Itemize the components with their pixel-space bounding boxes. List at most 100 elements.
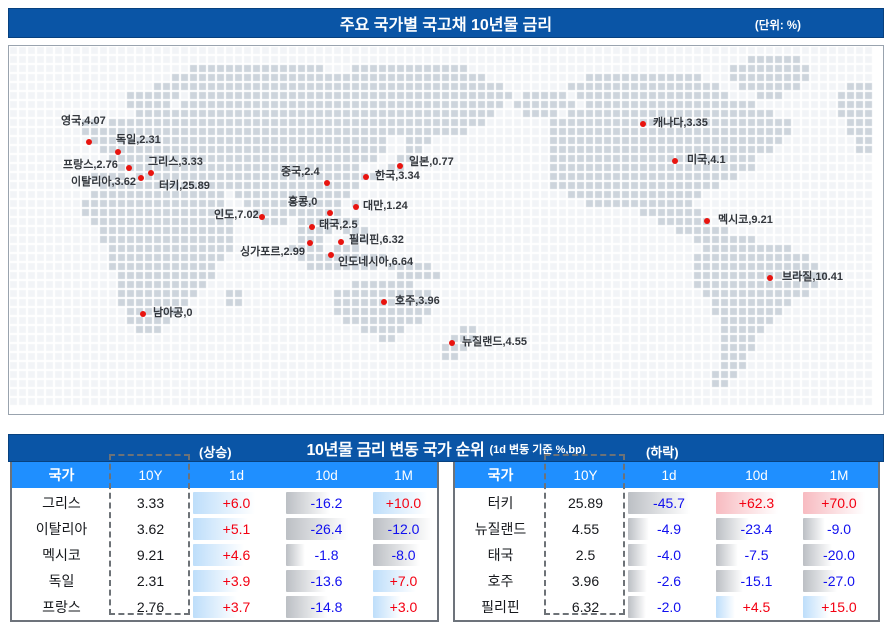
column-header-1d: 1d — [661, 467, 677, 483]
map-marker-dot — [767, 275, 773, 281]
map-marker-label: 필리핀,6.32 — [349, 234, 404, 246]
map-markers-layer: 영국,4.07 독일,2.31 프랑스,2.76 그리스,3.33 이탈리아,3.62 터… — [9, 46, 883, 414]
unit-label: (단위: %) — [754, 20, 801, 32]
map-marker-dot — [338, 239, 344, 245]
change-magnitude-bar — [803, 596, 829, 618]
change-1m-cell: +70.0 — [800, 490, 878, 516]
map-marker-label: 홍콩,0 — [288, 196, 318, 208]
change-magnitude-bar — [193, 492, 255, 514]
change-magnitude-bar — [373, 570, 416, 592]
rank-table-header-row — [455, 462, 878, 488]
map-marker-label: 인도,7.02 — [214, 209, 259, 221]
column-header-country: 국가 — [487, 467, 514, 483]
map-marker-label: 태국,2.5 — [319, 219, 358, 231]
column-header-10y: 10Y — [138, 467, 163, 483]
change-10d-cell: -16.2 — [283, 490, 370, 516]
map-marker-dot — [307, 240, 313, 246]
map-marker-dot — [449, 340, 455, 346]
change-magnitude-bar — [628, 518, 649, 540]
country-cell: 뉴질랜드 — [474, 521, 527, 537]
change-magnitude-bar — [628, 492, 690, 514]
world-map-panel: 영국,4.07 독일,2.31 프랑스,2.76 그리스,3.33 이탈리아,3.62 터… — [8, 45, 884, 415]
column-header-10d: 10d — [315, 467, 338, 483]
dotted-world-map — [9, 46, 883, 414]
rate-10y-cell: 3.62 — [136, 521, 165, 537]
map-marker-dot — [140, 311, 146, 317]
country-cell: 호주 — [487, 573, 514, 589]
map-marker-dot — [148, 170, 154, 176]
map-marker-label: 뉴질랜드,4.55 — [462, 336, 527, 348]
rank-table-subtitle: (1d 변동 기준 %,bp) — [489, 444, 586, 456]
change-1d-cell: +3.7 — [190, 594, 283, 620]
change-10d-cell: -23.4 — [713, 516, 800, 542]
map-marker-dot — [363, 174, 369, 180]
change-1d-cell: -45.7 — [625, 490, 713, 516]
map-marker-dot — [115, 149, 121, 155]
map-marker-dot — [640, 121, 646, 127]
change-magnitude-bar — [286, 596, 328, 618]
change-magnitude-bar — [286, 570, 326, 592]
map-marker-label: 캐나다,3.35 — [653, 117, 708, 129]
change-magnitude-bar — [286, 518, 348, 540]
map-marker-dot — [309, 224, 315, 230]
change-magnitude-bar — [716, 544, 738, 566]
change-1d-cell: -2.6 — [625, 568, 713, 594]
map-marker-label: 싱가포르,2.99 — [240, 246, 305, 258]
page-title: 주요 국가별 국고채 10년물 금리 — [339, 17, 553, 34]
column-header-10d: 10d — [745, 467, 768, 483]
map-marker-dot — [327, 210, 333, 216]
change-1d-cell: +4.6 — [190, 542, 283, 568]
change-1m-cell: -8.0 — [370, 542, 437, 568]
country-cell: 이탈리아 — [35, 521, 88, 537]
change-magnitude-bar — [373, 492, 428, 514]
rate-10y-cell: 2.31 — [136, 573, 165, 589]
rate-10y-cell: 6.32 — [571, 599, 600, 615]
map-marker-dot — [672, 158, 678, 164]
map-panel-title-bar: 주요 국가별 국고채 10년물 금리 (단위: %) — [8, 8, 884, 38]
change-magnitude-bar — [803, 544, 833, 566]
map-marker-dot — [259, 214, 265, 220]
falling-countries-table: 국가 10Y 1d 10d 1M 터키 25.89 -45.7 +62.3 +70.0 뉴질랜드 4.… — [453, 454, 880, 622]
falling-group-label: (하락) — [646, 445, 679, 460]
map-marker-label: 대만,1.24 — [363, 200, 408, 212]
change-magnitude-bar — [628, 570, 647, 592]
map-marker-label: 그리스,3.33 — [148, 156, 203, 168]
rate-10y-cell: 3.33 — [136, 495, 165, 511]
map-marker-label: 터키,25.89 — [159, 180, 210, 192]
change-1d-cell: -2.0 — [625, 594, 713, 620]
change-magnitude-bar — [373, 518, 432, 540]
country-cell: 필리핀 — [481, 599, 520, 615]
change-magnitude-bar — [193, 596, 238, 618]
change-magnitude-bar — [286, 544, 306, 566]
change-1m-cell: +7.0 — [370, 568, 437, 594]
change-magnitude-bar — [803, 492, 865, 514]
country-cell: 독일 — [48, 573, 75, 589]
change-1d-cell: +6.0 — [190, 490, 283, 516]
map-marker-dot — [328, 252, 334, 258]
change-magnitude-bar — [628, 544, 649, 566]
change-1m-cell: -20.0 — [800, 542, 878, 568]
change-10d-cell: -1.8 — [283, 542, 370, 568]
rate-10y-cell: 2.76 — [136, 599, 165, 615]
rising-countries-table: 국가 10Y 1d 10d 1M 그리스 3.33 +6.0 -16.2 +10.0 이탈리아 3.6… — [10, 454, 439, 622]
change-10d-cell: -13.6 — [283, 568, 370, 594]
change-1m-cell: +15.0 — [800, 594, 878, 620]
rank-table-title: 10년물 금리 변동 국가 순위 — [306, 442, 485, 459]
country-cell: 멕시코 — [42, 547, 81, 563]
change-1d-cell: +5.1 — [190, 516, 283, 542]
change-magnitude-bar — [193, 570, 239, 592]
map-marker-label: 중국,2.4 — [281, 166, 320, 178]
map-marker-dot — [324, 180, 330, 186]
map-marker-label: 독일,2.31 — [116, 134, 161, 146]
map-marker-dot — [397, 163, 403, 169]
change-magnitude-bar — [286, 492, 331, 514]
rank-table-section: (상승) 10년물 금리 변동 국가 순위 (1d 변동 기준 %,bp) (하… — [8, 432, 884, 624]
change-magnitude-bar — [373, 544, 420, 566]
map-marker-label: 영국,4.07 — [61, 115, 106, 127]
change-1d-cell: +3.9 — [190, 568, 283, 594]
change-1m-cell: +10.0 — [370, 490, 437, 516]
map-marker-dot — [704, 218, 710, 224]
rate-10y-cell: 2.5 — [575, 547, 596, 563]
change-magnitude-bar — [628, 596, 646, 618]
map-marker-label: 남아공,0 — [153, 307, 193, 319]
